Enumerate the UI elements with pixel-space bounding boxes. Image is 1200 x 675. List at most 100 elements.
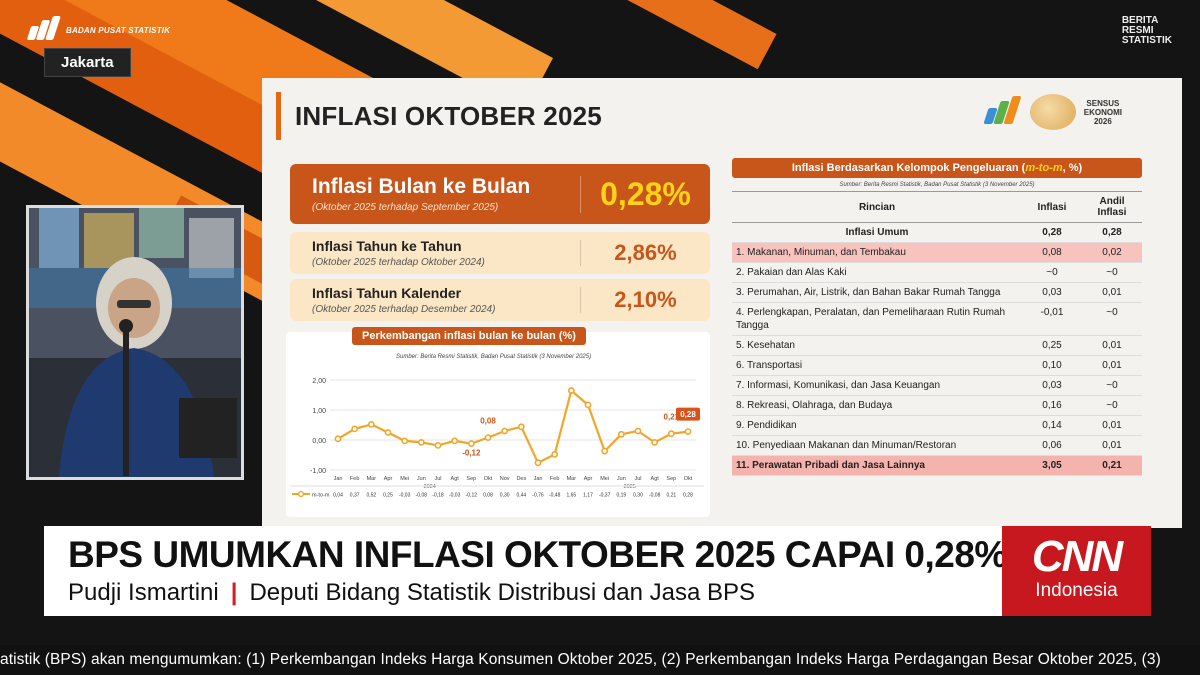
table-title-prefix: Inflasi Berdasarkan Kelompok Pengeluaran…: [791, 162, 1026, 174]
legend-value: 1,17: [583, 493, 593, 499]
col-header-rincian: Rincian: [732, 191, 1022, 223]
series-line: [337, 388, 689, 465]
x-tick-label: Okt: [484, 476, 493, 482]
data-point: [584, 401, 592, 409]
cell-rincian: 9. Pendidikan: [732, 415, 1022, 436]
data-point: [484, 434, 492, 441]
legend-value: 0,04: [333, 493, 343, 499]
separator: |: [230, 579, 238, 606]
cell-inflasi: 3,05: [1022, 455, 1082, 476]
cell-andil: 0,01: [1082, 335, 1142, 356]
cell-inflasi: 0,08: [1022, 242, 1082, 263]
table-header-row: Rincian Inflasi Andil Inflasi: [732, 191, 1142, 223]
card-inflasi-tahunan: Inflasi Tahun ke Tahun (Oktober 2025 ter…: [290, 232, 710, 274]
x-tick-label: Mar: [567, 476, 577, 482]
table-row: 2. Pakaian dan Alas Kaki ~0 ~0: [732, 262, 1142, 283]
legend-label: m-to-m: [312, 493, 330, 499]
ticker-text: atistik (BPS) akan mengumumkan: (1) Perk…: [0, 651, 1161, 668]
table-row: 4. Perlengkapan, Peralatan, dan Pemeliha…: [732, 302, 1142, 336]
cell-rincian: Inflasi Umum: [732, 222, 1022, 243]
y-tick-label: 1,00: [312, 408, 326, 415]
cell-andil: 0,01: [1082, 355, 1142, 376]
cell-rincian: 5. Kesehatan: [732, 335, 1022, 356]
data-label: 0,08: [480, 417, 496, 426]
inflation-group-table: Inflasi Berdasarkan Kelompok Pengeluaran…: [732, 158, 1142, 476]
data-point: [551, 451, 559, 458]
x-tick-label: Feb: [550, 476, 559, 482]
card-value: 2,10%: [580, 287, 710, 313]
cell-inflasi: 0,06: [1022, 435, 1082, 456]
x-tick-label: Jul: [634, 476, 641, 482]
data-point: [501, 427, 509, 435]
x-tick-label: Jun: [617, 476, 626, 482]
x-tick-label: Jun: [417, 476, 426, 482]
card-title: Inflasi Tahun ke Tahun: [312, 238, 462, 254]
data-label-bg: [676, 407, 700, 421]
lower-third: BPS UMUMKAN INFLASI OKTOBER 2025 CAPAI 0…: [44, 526, 1151, 616]
legend-value: -0,03: [399, 493, 411, 499]
x-tick-label: Apr: [584, 476, 593, 482]
data-point: [434, 442, 442, 449]
cell-inflasi: -0,01: [1022, 302, 1082, 336]
data-point: [567, 387, 575, 394]
cell-rincian: 1. Makanan, Minuman, dan Tembakau: [732, 242, 1022, 263]
speaker-image: [29, 208, 241, 477]
slide-logos: SENSUS EKONOMI 2026: [982, 94, 1122, 130]
cell-andil: 0,28: [1082, 222, 1142, 243]
legend-value: -0,08: [649, 493, 661, 499]
cell-andil: ~0: [1082, 375, 1142, 396]
chart-source: Sumber: Berita Resmi Statistik, Badan Pu…: [396, 354, 592, 360]
data-label: 0,28: [680, 410, 696, 419]
legend-value: -0,37: [599, 493, 611, 499]
inflation-chart: 2,00 1,00 0,00 -1,00 -0,12 0,08 0,21 0,28 Jan Feb…: [286, 327, 710, 517]
table-row: 9. Pendidikan 0,14 0,01: [732, 415, 1142, 436]
table: Rincian Inflasi Andil Inflasi Inflasi Um…: [732, 191, 1142, 476]
data-point: [534, 459, 542, 467]
bps-logo-icon: [26, 16, 61, 44]
bps-logo-icon: [982, 94, 1022, 130]
speaker-name: Pudji Ismartini: [68, 579, 219, 606]
table-row: 1. Makanan, Minuman, dan Tembakau 0,08 0,0…: [732, 242, 1142, 263]
legend-value: 0,30: [500, 493, 510, 499]
speaker-title: Deputi Bidang Statistik Distribusi dan J…: [249, 579, 756, 606]
cell-inflasi: 0,10: [1022, 355, 1082, 376]
cell-andil: 0,02: [1082, 242, 1142, 263]
cnn-logo-sub: Indonesia: [1035, 580, 1118, 601]
brs-logo-line: RESMI: [1121, 25, 1154, 36]
speaker-video: [26, 205, 244, 480]
cell-andil: 0,01: [1082, 282, 1142, 303]
table-row: 3. Perumahan, Air, Listrik, dan Bahan Ba…: [732, 282, 1142, 303]
table-row: 10. Penyediaan Makanan dan Minuman/Resto…: [732, 435, 1142, 456]
legend-value: 1,65: [566, 493, 576, 499]
cell-andil: 0,01: [1082, 435, 1142, 456]
y-tick-label: 2,00: [312, 378, 326, 385]
brs-logo-line: STATISTIK: [1121, 35, 1172, 46]
sensus-ekonomi-logo-icon: [1029, 94, 1076, 130]
table-title-highlight: m-to-m: [1025, 162, 1063, 174]
year-label: 2024: [424, 484, 436, 490]
x-tick-label: Nov: [500, 476, 510, 482]
col-header-andil: Andil Inflasi: [1082, 191, 1142, 223]
x-tick-label: Agt: [651, 476, 660, 482]
x-tick-label: Sep: [666, 476, 676, 482]
legend-value: 0,19: [616, 493, 626, 499]
bps-logo: BADAN PUSAT STATISTIK: [26, 16, 170, 44]
location-badge: Jakarta: [44, 48, 131, 77]
table-row: 8. Rekreasi, Olahraga, dan Budaya 0,16 ~0: [732, 395, 1142, 416]
x-tick-label: Mar: [367, 476, 377, 482]
headline: BPS UMUMKAN INFLASI OKTOBER 2025 CAPAI 0…: [68, 534, 1007, 575]
data-point: [667, 430, 675, 438]
card-title: Inflasi Tahun Kalender: [312, 285, 462, 301]
table-source: Sumber: Berita Resmi Statistik, Badan Pu…: [839, 182, 1035, 188]
col-header-inflasi: Inflasi: [1022, 191, 1082, 223]
cell-inflasi: ~0: [1022, 262, 1082, 283]
legend-value: 0,08: [483, 493, 493, 499]
cell-andil: ~0: [1082, 302, 1142, 336]
cell-inflasi: 0,28: [1022, 222, 1082, 243]
data-point: [651, 439, 659, 446]
chart-title: Perkembangan inflasi bulan ke bulan (%): [352, 327, 586, 345]
legend-value: -0,03: [449, 493, 461, 499]
cell-andil: 0,01: [1082, 415, 1142, 436]
x-tick-label: Agt: [451, 476, 460, 482]
